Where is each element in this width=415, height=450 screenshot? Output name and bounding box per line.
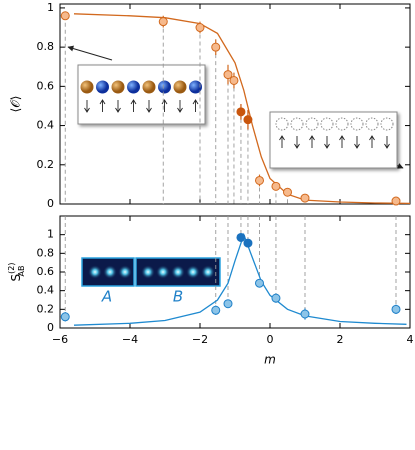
spin-arrow-head	[99, 99, 106, 105]
data-point	[211, 42, 221, 52]
y-tick-label: 0.4	[37, 284, 55, 297]
empty-site	[275, 117, 289, 131]
inset-label: B	[173, 288, 183, 306]
data-point	[271, 293, 281, 303]
data-point	[236, 107, 246, 117]
data-point	[223, 70, 233, 80]
spin-arrow-head	[324, 143, 330, 149]
spin-arrow-head	[84, 107, 90, 113]
atom	[80, 80, 94, 94]
data-point	[60, 11, 70, 21]
atom	[189, 80, 202, 94]
label-base: S	[9, 274, 23, 282]
y-tick-label: 0.2	[37, 302, 55, 315]
label-sub: AB	[17, 266, 26, 277]
atom	[96, 80, 109, 94]
spot	[103, 265, 117, 279]
atom	[142, 80, 156, 94]
empty-site	[290, 117, 304, 131]
y-axis-label: ⟨𝒪⟩	[9, 96, 23, 113]
y-tick-label: 0.6	[37, 79, 55, 92]
y-tick-label: 0.6	[37, 265, 55, 278]
y-tick-label: 1	[47, 228, 54, 241]
spin-arrow-head	[146, 107, 152, 113]
x-tick-label: 4	[407, 333, 414, 346]
atom	[111, 80, 125, 94]
spin-arrow-head	[115, 107, 121, 113]
spin-arrow-head	[161, 99, 168, 105]
inset-label: A	[101, 288, 112, 306]
y-tick-label: 0	[47, 321, 54, 334]
data-point	[211, 305, 221, 315]
y-tick-label: 0.8	[37, 40, 55, 53]
data-point	[223, 299, 233, 309]
spot	[201, 265, 215, 279]
data-point	[243, 115, 253, 125]
data-point	[255, 278, 264, 288]
data-point	[255, 175, 264, 185]
spin-arrow-head	[354, 143, 360, 149]
spin-arrow-head	[384, 143, 390, 149]
spin-arrow-head	[192, 99, 199, 105]
data-point	[391, 304, 401, 314]
spin-arrow-head	[279, 135, 285, 141]
x-axis-label: m	[264, 353, 276, 367]
empty-site	[320, 117, 334, 131]
atom	[173, 80, 187, 94]
atom	[127, 80, 140, 94]
y-tick-label: 0.2	[37, 158, 55, 171]
x-tick-label: −4	[122, 333, 138, 346]
data-point	[236, 232, 246, 242]
data-point	[158, 17, 168, 27]
fit-line	[73, 13, 411, 205]
spin-arrow-head	[369, 135, 375, 141]
spin-arrow-head	[339, 135, 345, 141]
spin-arrow-head	[309, 135, 315, 141]
y-tick-label: 0	[47, 197, 54, 210]
empty-chain	[275, 117, 394, 149]
label-sup: (2)	[7, 263, 16, 274]
data-point	[300, 309, 310, 319]
pointer-arrow	[67, 45, 113, 61]
y-tick-label: 0.4	[37, 119, 55, 132]
spot	[156, 265, 170, 279]
x-tick-label: 0	[267, 333, 274, 346]
y-axis-label: S(2)AB	[7, 263, 26, 282]
data-point	[391, 196, 401, 206]
x-tick-label: −2	[192, 333, 208, 346]
x-tick-label: −6	[52, 333, 68, 346]
spot	[141, 265, 155, 279]
spin-arrow-head	[177, 107, 183, 113]
data-point	[195, 23, 205, 33]
insets: A B	[67, 45, 404, 306]
plot-frame	[59, 3, 411, 205]
atom	[158, 80, 171, 94]
data-point	[243, 238, 253, 248]
spin-arrow-head	[294, 143, 300, 149]
empty-site	[335, 117, 349, 131]
data-point	[300, 193, 310, 203]
atom-chain	[80, 80, 202, 113]
data-point	[283, 187, 292, 197]
data-point	[271, 181, 281, 191]
inset-box	[269, 111, 398, 169]
spot	[118, 265, 132, 279]
spot	[186, 265, 200, 279]
inset-box	[77, 64, 206, 125]
x-tick-label: 2	[337, 333, 344, 346]
spot	[88, 265, 102, 279]
spin-arrow-head	[130, 99, 137, 105]
atom-spots	[88, 265, 215, 279]
y-tick-label: 0.8	[37, 246, 55, 259]
data-point	[229, 75, 239, 85]
empty-site	[380, 117, 394, 131]
empty-site	[365, 117, 379, 131]
empty-site	[305, 117, 319, 131]
spot	[171, 265, 185, 279]
empty-site	[350, 117, 364, 131]
data-point	[60, 312, 70, 322]
y-tick-label: 1	[47, 1, 54, 14]
